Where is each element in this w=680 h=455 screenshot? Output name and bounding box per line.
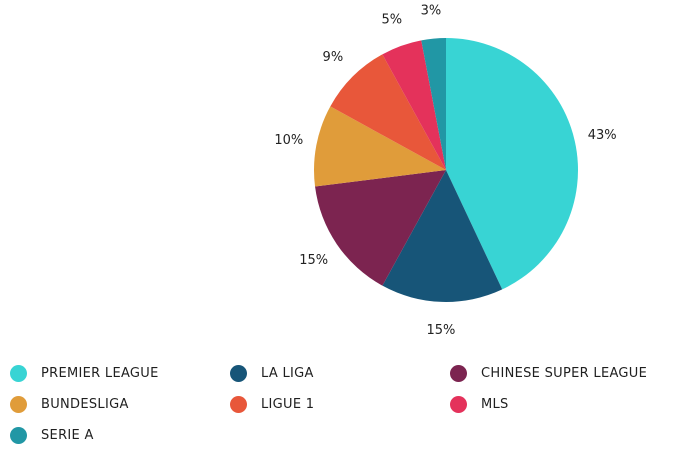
legend-label: PREMIER LEAGUE (41, 365, 159, 381)
pie-label-premier-league: 43% (588, 128, 617, 143)
legend-label: LA LIGA (261, 365, 314, 381)
legend-swatch (10, 364, 27, 382)
pie-slice-serie-a (421, 38, 446, 170)
pie-slice-ligue-1 (330, 54, 446, 171)
pie-label-ligue-1: 9% (323, 50, 344, 65)
legend-item-premier-league: PREMIER LEAGUE (10, 362, 159, 384)
pie-label-bundesliga: 10% (274, 133, 303, 148)
pie-chart: 43% 15% 15% 10% 9% 5% 3% (274, 4, 616, 338)
pie-label-mls: 5% (381, 12, 402, 27)
legend-item-mls: MLS (450, 393, 509, 415)
legend-label: LIGUE 1 (261, 396, 315, 412)
pie-label-la-liga: 15% (427, 323, 456, 338)
legend-label: CHINESE SUPER LEAGUE (481, 365, 648, 381)
legend-item-la-liga: LA LIGA (230, 362, 314, 384)
legend: PREMIER LEAGUE LA LIGA CHINESE SUPER LEA… (0, 360, 680, 455)
legend-label: MLS (481, 396, 509, 412)
pie-slice-chinese-super-league (315, 170, 446, 286)
legend-swatch (230, 364, 247, 382)
pie-slice-la-liga (382, 170, 503, 302)
pie-label-chinese-super-league: 15% (299, 253, 328, 268)
legend-item-bundesliga: BUNDESLIGA (10, 393, 129, 415)
pie-slice-mls (382, 40, 446, 171)
pie-slices (314, 38, 578, 302)
legend-swatch (450, 395, 467, 413)
legend-swatch (10, 426, 27, 444)
legend-item-chinese-super-league: CHINESE SUPER LEAGUE (450, 362, 647, 384)
legend-label: BUNDESLIGA (41, 396, 129, 412)
legend-swatch (450, 364, 467, 382)
legend-item-serie-a: SERIE A (10, 424, 94, 446)
pie-slice-bundesliga (314, 106, 446, 187)
pie-slice-premier-league (446, 38, 578, 290)
legend-item-ligue-1: LIGUE 1 (230, 393, 314, 415)
pie-label-serie-a: 3% (421, 4, 442, 19)
legend-label: SERIE A (41, 427, 94, 443)
legend-swatch (230, 395, 247, 413)
pie-labels: 43% 15% 15% 10% 9% 5% 3% (274, 4, 616, 338)
legend-swatch (10, 395, 27, 413)
